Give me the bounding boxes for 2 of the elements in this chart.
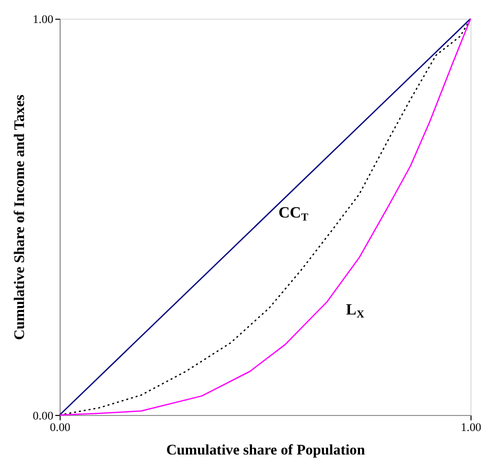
y-axis-title: Cumulative Share of Income and Taxes [12,94,28,340]
x-axis-title: Cumulative share of Population [166,442,366,459]
